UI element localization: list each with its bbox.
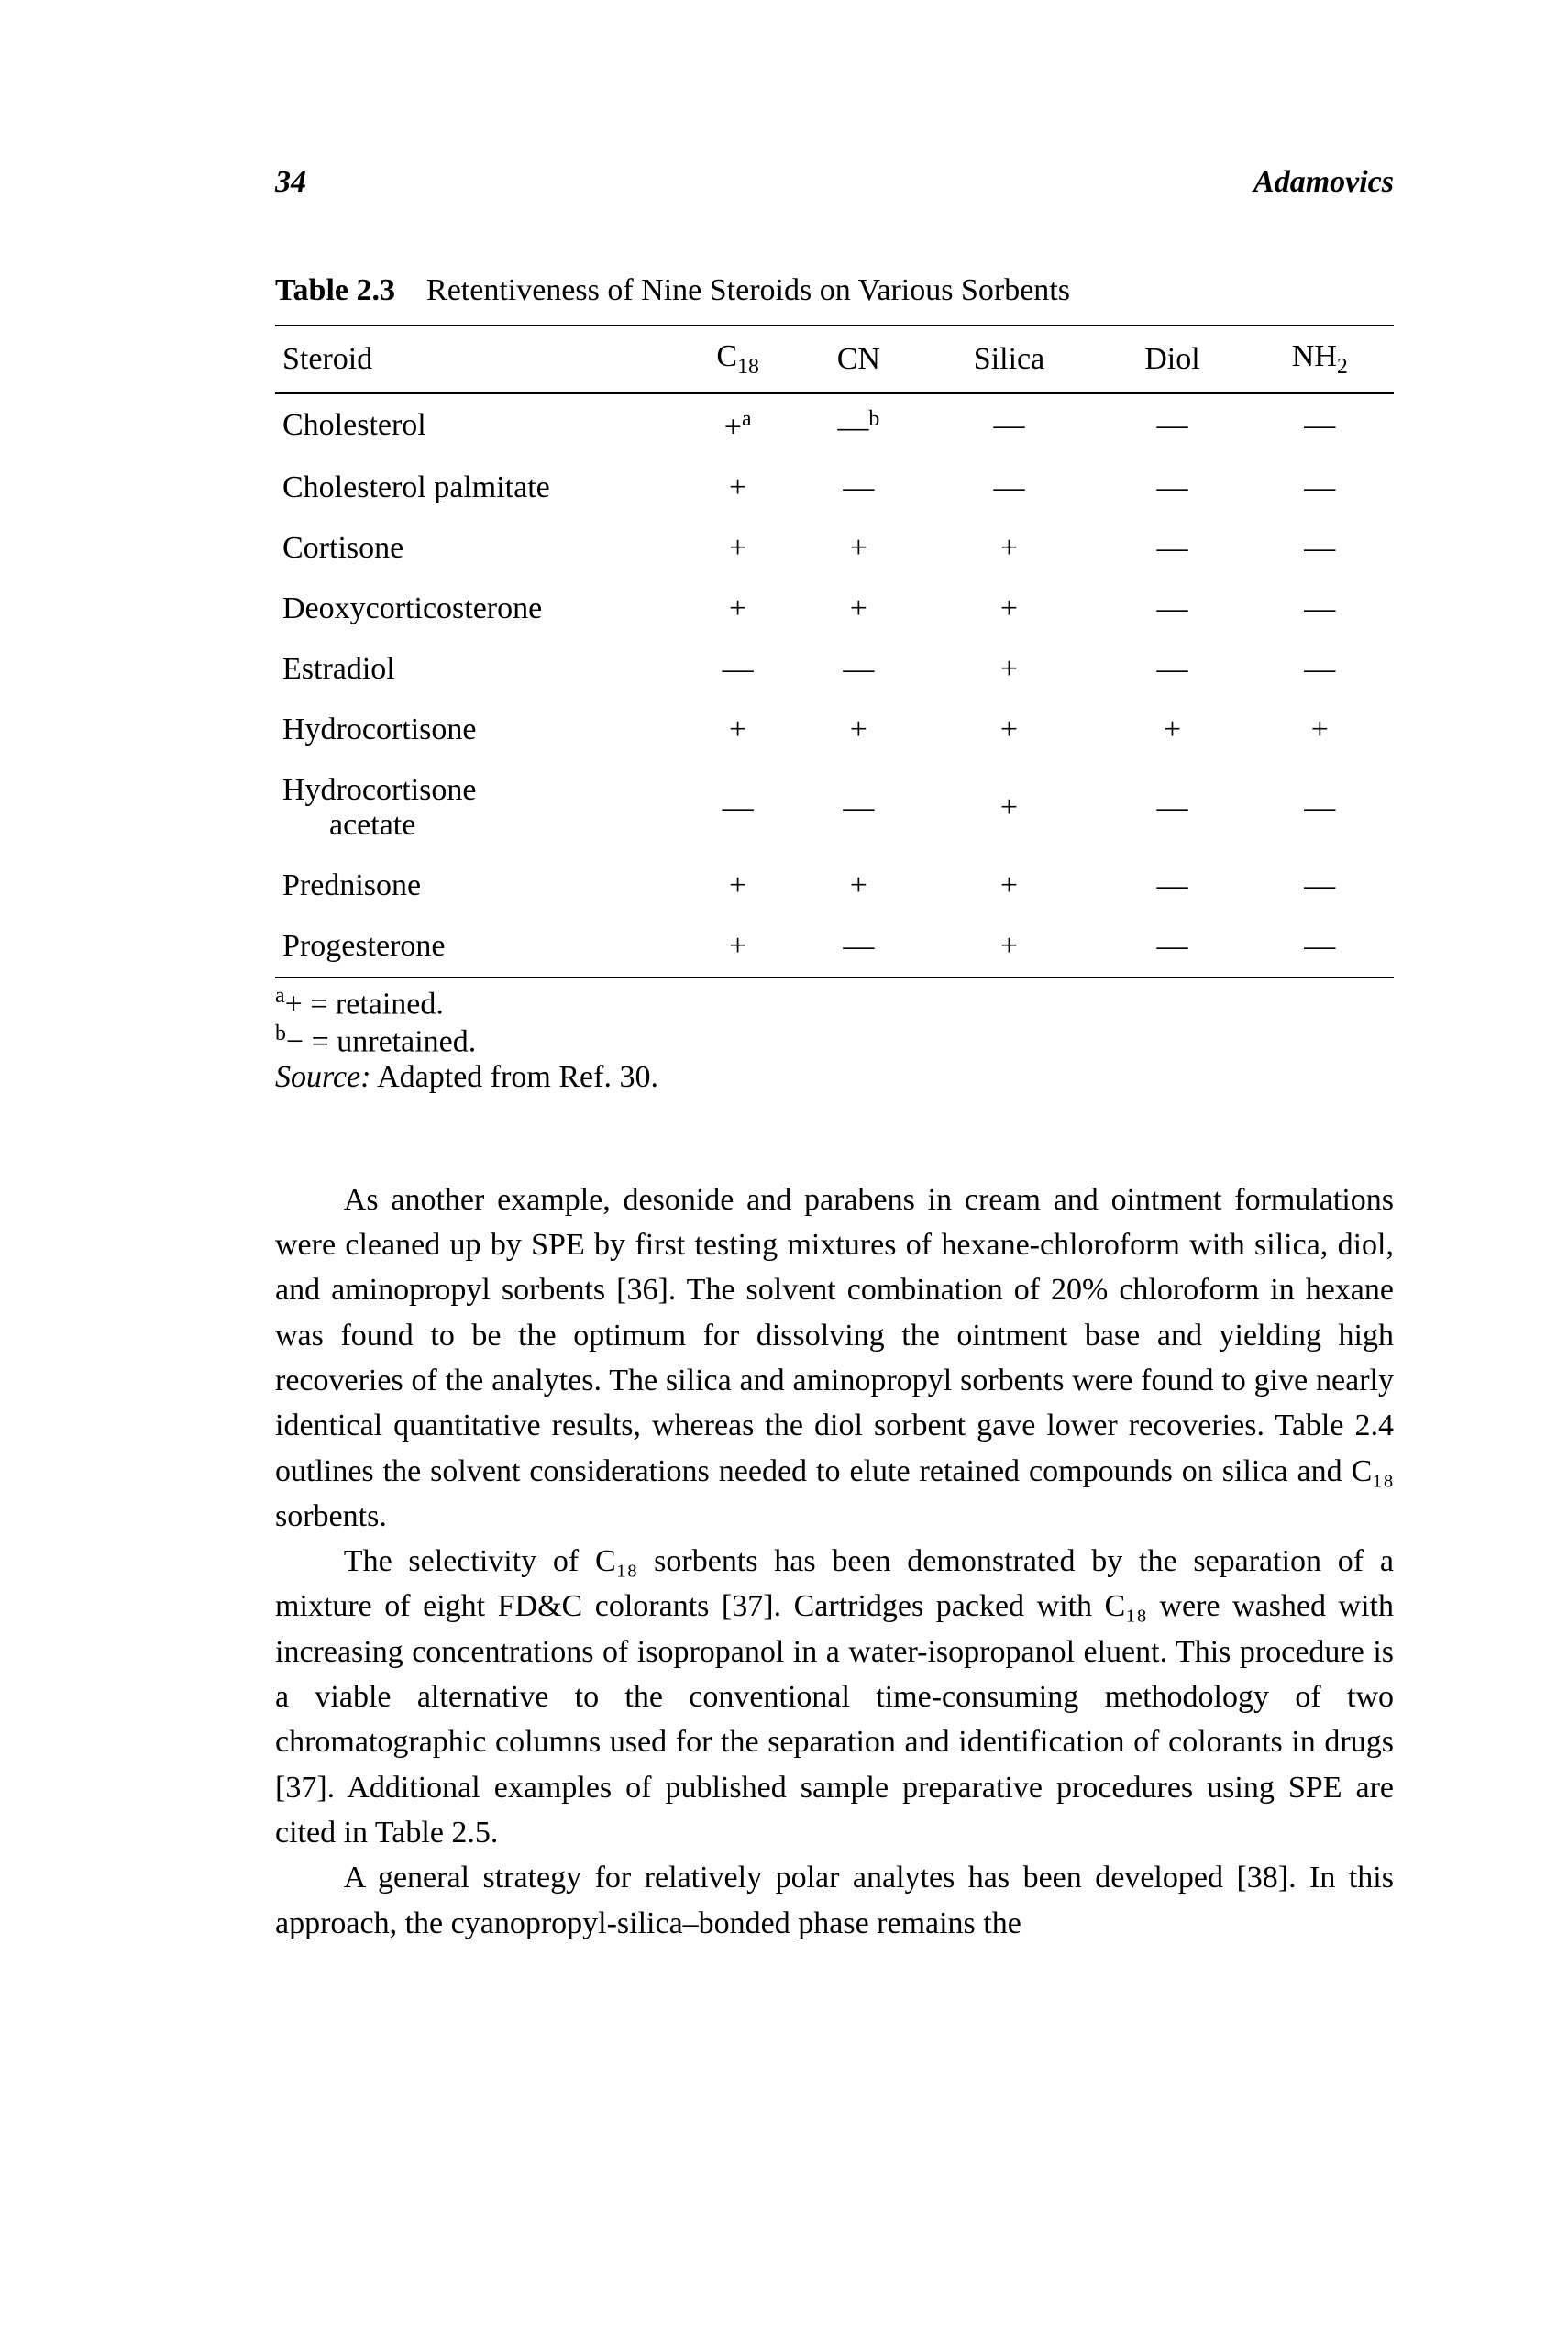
table-row: Prednisone+++——	[275, 856, 1394, 916]
cell-cn: —	[798, 458, 920, 518]
table-row: Hydrocortisone+++++	[275, 700, 1394, 760]
running-head: Adamovics	[1253, 165, 1394, 200]
cell-c18: +	[678, 458, 798, 518]
cell-nh2: —	[1246, 518, 1394, 579]
cell-steroid: Cholesterol	[275, 393, 678, 458]
cell-nh2: —	[1246, 639, 1394, 700]
cell-c18: —	[678, 639, 798, 700]
cell-cn: —	[798, 916, 920, 978]
cell-c18: +a	[678, 393, 798, 458]
page-number: 34	[275, 165, 306, 200]
cell-nh2: +	[1246, 700, 1394, 760]
source-label: Source:	[275, 1060, 370, 1094]
table-header-row: Steroid C18 CN Silica Diol NH2	[275, 326, 1394, 393]
cell-c18: +	[678, 579, 798, 639]
cell-steroid: Hydrocortisone	[275, 700, 678, 760]
cell-diol: —	[1099, 579, 1245, 639]
cell-c18: +	[678, 856, 798, 916]
table-label: Table 2.3	[275, 273, 395, 307]
cell-nh2: —	[1246, 916, 1394, 978]
table-row: Hydrocortisoneacetate——+——	[275, 760, 1394, 856]
cell-steroid: Estradiol	[275, 639, 678, 700]
cell-steroid: Cholesterol palmitate	[275, 458, 678, 518]
cell-silica: +	[920, 639, 1099, 700]
cell-nh2: —	[1246, 579, 1394, 639]
cell-cn: +	[798, 700, 920, 760]
cell-c18: +	[678, 916, 798, 978]
col-c18: C18	[678, 326, 798, 393]
col-nh2: NH2	[1246, 326, 1394, 393]
footnote-a-text: + = retained.	[285, 987, 444, 1021]
cell-silica: +	[920, 518, 1099, 579]
paragraph-3: A general strategy for relatively polar …	[275, 1855, 1394, 1946]
cell-diol: —	[1099, 458, 1245, 518]
retentiveness-table: Steroid C18 CN Silica Diol NH2 Cholester…	[275, 325, 1394, 978]
footnote-a-sup: a	[275, 984, 285, 1008]
cell-diol: —	[1099, 760, 1245, 856]
cell-cn: —	[798, 760, 920, 856]
page: 34 Adamovics Table 2.3 Retentiveness of …	[0, 0, 1568, 2331]
cell-silica: +	[920, 579, 1099, 639]
cell-cn: +	[798, 856, 920, 916]
col-cn: CN	[798, 326, 920, 393]
table-body: Cholesterol+a—b———Cholesterol palmitate+…	[275, 393, 1394, 978]
cell-steroid: Prednisone	[275, 856, 678, 916]
cell-steroid: Cortisone	[275, 518, 678, 579]
cell-silica: +	[920, 916, 1099, 978]
col-diol: Diol	[1099, 326, 1245, 393]
cell-diol: —	[1099, 518, 1245, 579]
footnote-b-text: − = unretained.	[286, 1025, 476, 1059]
table-caption: Table 2.3 Retentiveness of Nine Steroids…	[275, 273, 1394, 308]
table-row: Cholesterol palmitate+————	[275, 458, 1394, 518]
cell-nh2: —	[1246, 856, 1394, 916]
cell-diol: —	[1099, 916, 1245, 978]
table-row: Estradiol——+——	[275, 639, 1394, 700]
cell-c18: —	[678, 760, 798, 856]
cell-steroid: Hydrocortisoneacetate	[275, 760, 678, 856]
cell-silica: —	[920, 458, 1099, 518]
cell-cn: +	[798, 518, 920, 579]
cell-cn: +	[798, 579, 920, 639]
source-text: Adapted from Ref. 30.	[370, 1060, 658, 1094]
paragraph-2: The selectivity of C₁₈ sorbents has been…	[275, 1539, 1394, 1855]
table-row: Progesterone+—+——	[275, 916, 1394, 978]
cell-c18: +	[678, 700, 798, 760]
cell-nh2: —	[1246, 393, 1394, 458]
cell-diol: +	[1099, 700, 1245, 760]
table-source: Source: Adapted from Ref. 30.	[275, 1060, 1394, 1095]
table-title: Retentiveness of Nine Steroids on Variou…	[426, 273, 1070, 307]
footnote-b-sup: b	[275, 1022, 286, 1045]
cell-c18: +	[678, 518, 798, 579]
table-footnotes: a+ = retained. b− = unretained. Source: …	[275, 984, 1394, 1095]
cell-diol: —	[1099, 393, 1245, 458]
cell-nh2: —	[1246, 458, 1394, 518]
cell-silica: +	[920, 760, 1099, 856]
col-c18-sub: 18	[737, 355, 759, 379]
cell-diol: —	[1099, 639, 1245, 700]
col-nh2-sub: 2	[1337, 355, 1348, 379]
cell-silica: +	[920, 856, 1099, 916]
footnote-b: b− = unretained.	[275, 1022, 1394, 1059]
cell-diol: —	[1099, 856, 1245, 916]
cell-cn: —b	[798, 393, 920, 458]
cell-cn: —	[798, 639, 920, 700]
paragraph-1: As another example, desonide and paraben…	[275, 1177, 1394, 1539]
col-silica: Silica	[920, 326, 1099, 393]
footnote-a: a+ = retained.	[275, 984, 1394, 1022]
body-text: As another example, desonide and paraben…	[275, 1177, 1394, 1946]
table-row: Cortisone+++——	[275, 518, 1394, 579]
table-row: Cholesterol+a—b———	[275, 393, 1394, 458]
cell-steroid: Deoxycorticosterone	[275, 579, 678, 639]
cell-nh2: —	[1246, 760, 1394, 856]
cell-silica: —	[920, 393, 1099, 458]
cell-silica: +	[920, 700, 1099, 760]
col-steroid: Steroid	[275, 326, 678, 393]
cell-steroid: Progesterone	[275, 916, 678, 978]
running-header: 34 Adamovics	[275, 165, 1394, 200]
table-row: Deoxycorticosterone+++——	[275, 579, 1394, 639]
